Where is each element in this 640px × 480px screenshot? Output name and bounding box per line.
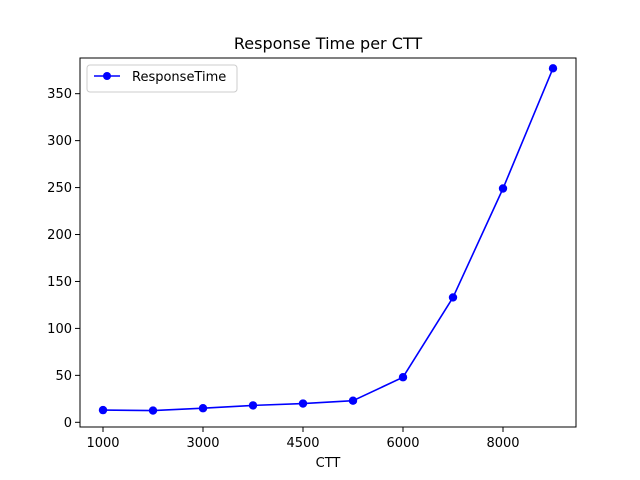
data-point [198, 404, 208, 413]
data-point [298, 399, 308, 408]
x-axis-label: CTT [316, 456, 341, 471]
y-tick-label: 300 [47, 134, 72, 149]
legend-label-responsetime: ResponseTime [132, 70, 226, 85]
y-tick-label: 150 [47, 275, 72, 290]
series-line-responsetime [102, 68, 554, 412]
data-point [348, 396, 358, 405]
x-tick-label: 4500 [286, 436, 319, 451]
chart-title: Response Time per CTT [234, 34, 423, 53]
data-point [398, 373, 408, 382]
data-point [448, 293, 458, 302]
plot-area: 0 50 100 150 200 250 300 350 1000 3000 4500 6000 800… [47, 64, 558, 451]
axes-frame [79, 57, 577, 428]
y-tick-label: 100 [47, 322, 72, 337]
data-point [98, 405, 108, 415]
x-tick-label: 8000 [486, 436, 519, 451]
x-tick-label: 3000 [186, 436, 219, 451]
data-point [148, 406, 158, 415]
data-point [248, 401, 258, 410]
x-tick-label: 6000 [386, 436, 419, 451]
x-tick-label: 1000 [86, 436, 119, 451]
legend: ResponseTime [86, 64, 238, 93]
data-point [548, 64, 558, 73]
legend-box [86, 64, 238, 93]
data-point [498, 184, 508, 193]
y-tick-label: 250 [47, 181, 72, 196]
y-tick-label: 200 [47, 228, 72, 243]
y-tick-label: 350 [47, 87, 72, 102]
legend-marker-sample [103, 72, 111, 80]
y-tick-label: 50 [55, 369, 72, 384]
y-tick-label: 0 [64, 416, 72, 431]
